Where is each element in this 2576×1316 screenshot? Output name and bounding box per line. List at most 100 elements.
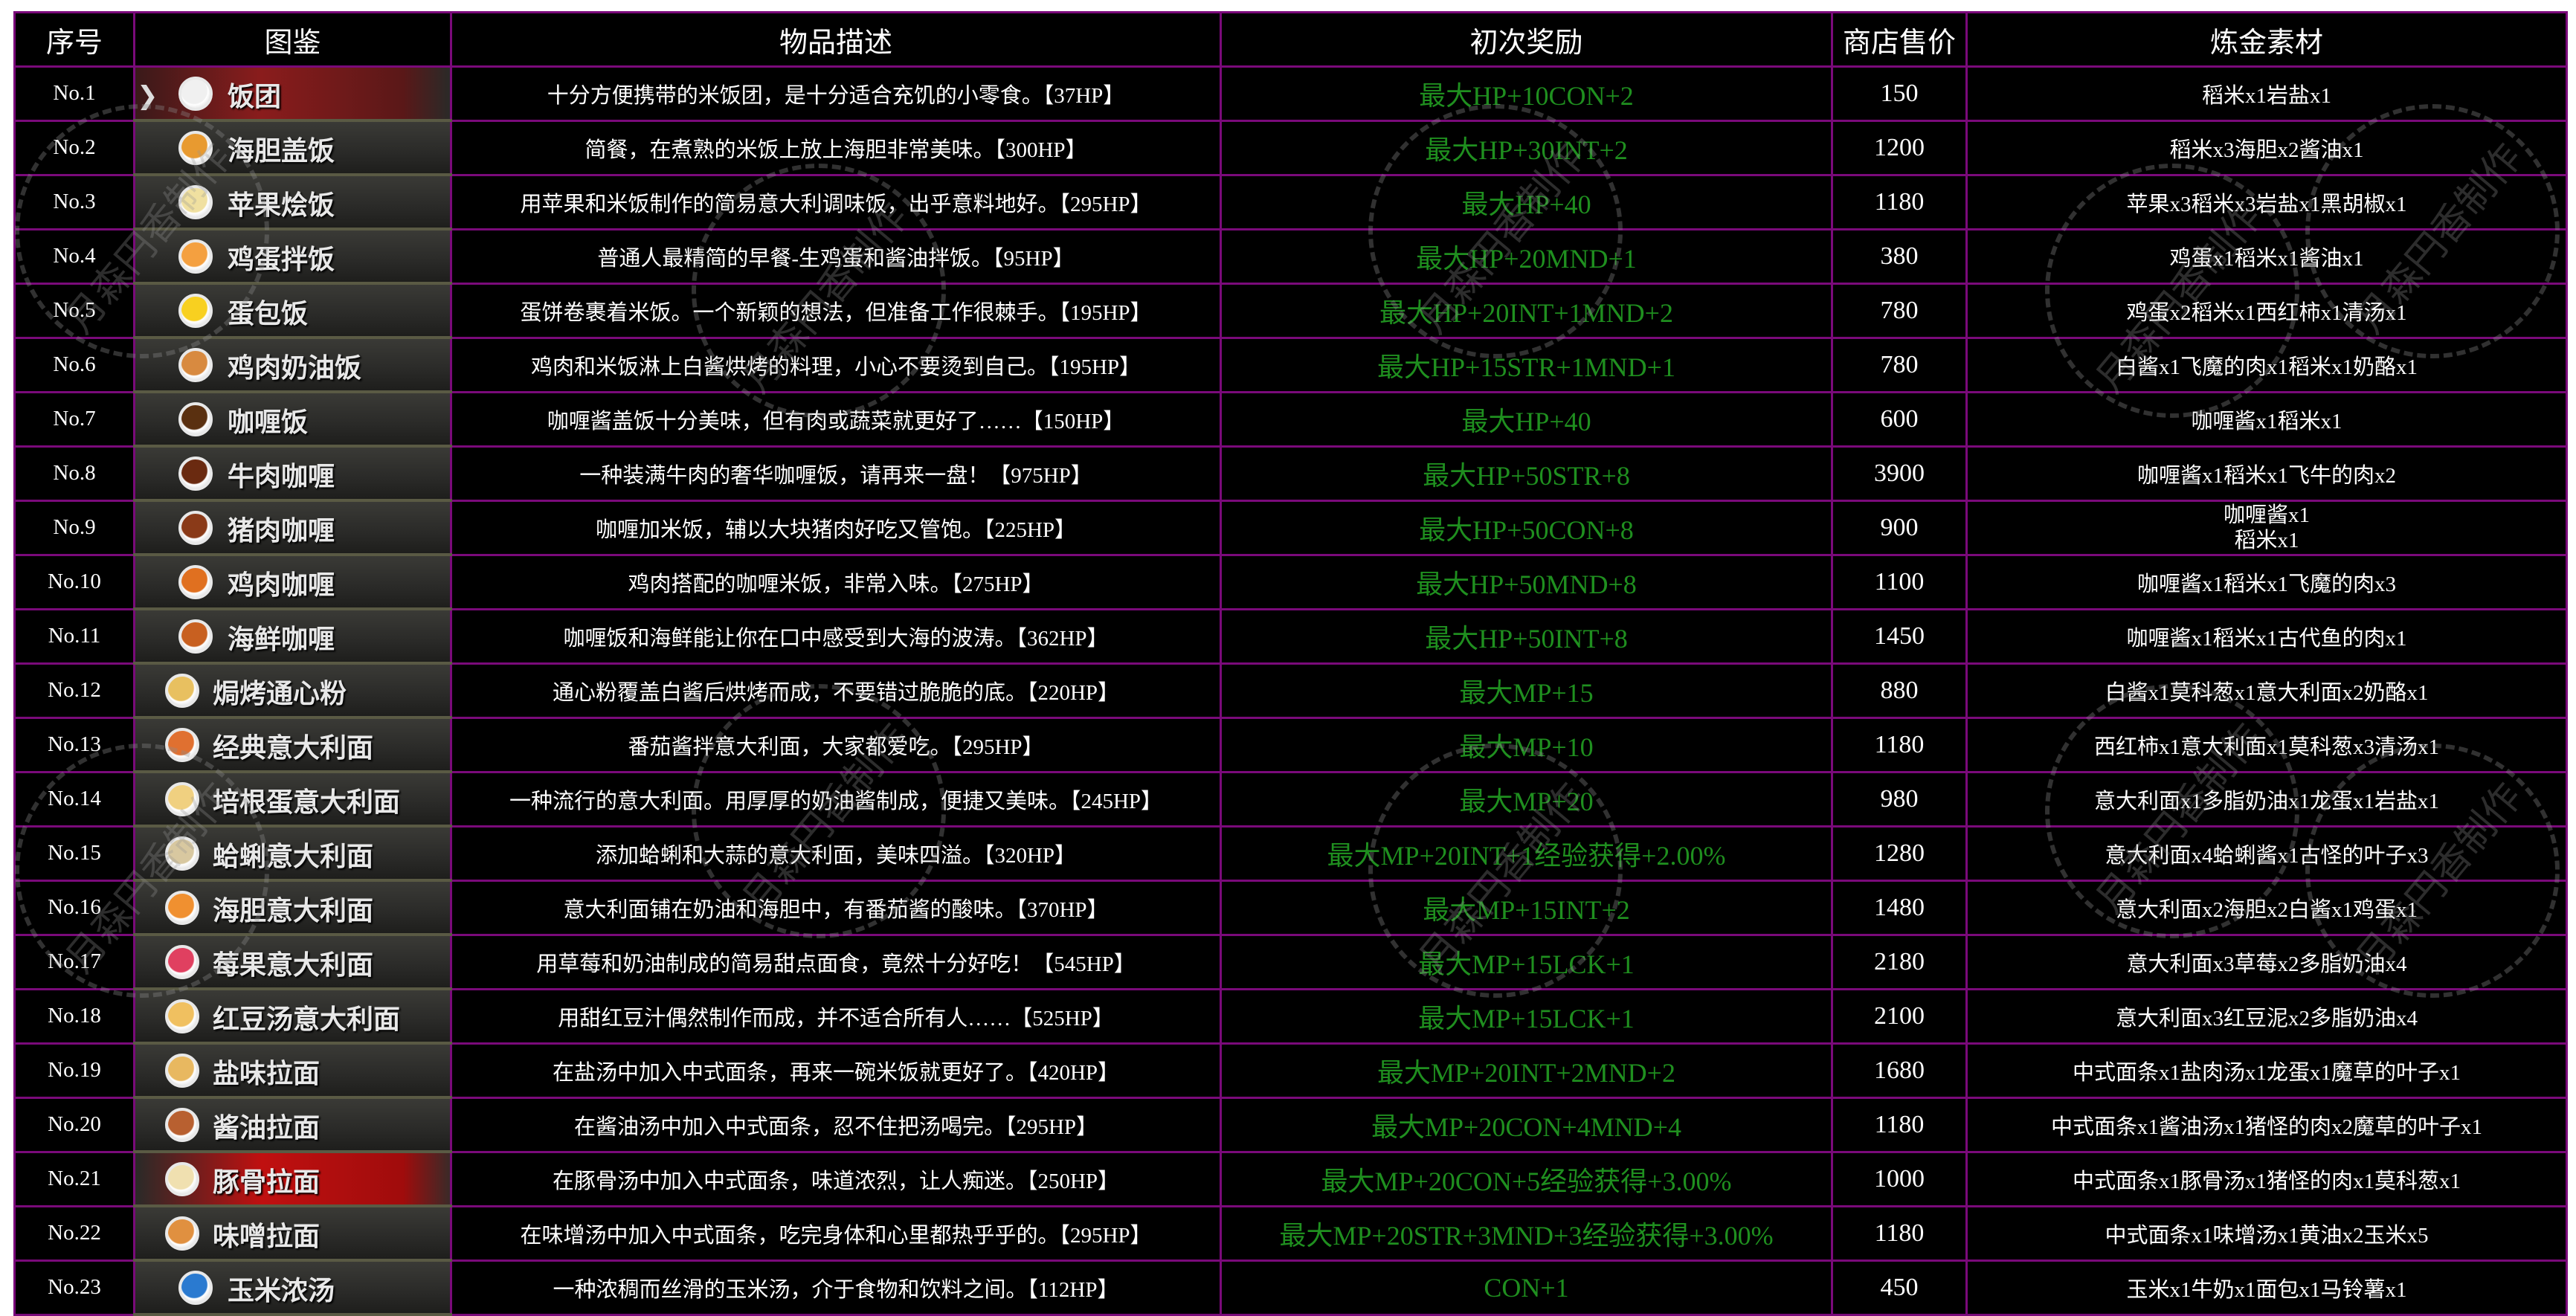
item-cell[interactable]: 鸡肉奶油饭 xyxy=(133,336,452,393)
item-cell[interactable]: 培根蛋意大利面 xyxy=(133,770,452,828)
row-number: No.6 xyxy=(13,336,135,393)
shop-price: 1450 xyxy=(1831,607,1968,665)
first-reward: 最大MP+20 xyxy=(1220,770,1833,828)
first-reward: CON+1 xyxy=(1220,1259,1833,1316)
materials: 玉米x1牛奶x1面包x1马铃薯x1 xyxy=(1965,1259,2568,1316)
item-cell[interactable]: 味噌拉面 xyxy=(133,1204,452,1262)
item-cell[interactable]: 鸡蛋拌饭 xyxy=(133,228,452,285)
shop-price: 1100 xyxy=(1831,553,1968,610)
item-cell[interactable]: 盐味拉面 xyxy=(133,1042,452,1099)
shop-price: 600 xyxy=(1831,390,1968,448)
shop-price: 1180 xyxy=(1831,1096,1968,1153)
row-number: No.7 xyxy=(13,390,135,448)
item-cell[interactable]: 经典意大利面 xyxy=(133,716,452,773)
item-name: 焗烤通心粉 xyxy=(213,679,347,709)
item-cell[interactable]: 牛肉咖喱 xyxy=(133,445,452,502)
table-row[interactable]: No.8 牛肉咖喱 一种装满牛肉的奢华咖喱饭，请再来一盘！【975HP】 最大HP+5… xyxy=(13,445,2568,502)
table-row[interactable]: No.7 咖喱饭 咖喱酱盖饭十分美味，但有肉或蔬菜就更好了……【150HP】 最大HP… xyxy=(13,390,2568,448)
table-row[interactable]: No.1 ❯ 饭团 十分方便携带的米饭团，是十分适合充饥的小零食。【37HP】 最大HP… xyxy=(13,65,2568,122)
item-cell[interactable]: 猪肉咖喱 xyxy=(133,499,452,556)
materials: 咖喱酱x1稻米x1 xyxy=(1965,390,2568,448)
shop-price: 1480 xyxy=(1831,879,1968,936)
materials: 鸡蛋x2稻米x1西红柿x1清汤x1 xyxy=(1965,282,2568,339)
row-number: No.23 xyxy=(13,1259,135,1316)
item-name: 玉米浓汤 xyxy=(228,1276,335,1306)
materials: 中式面条x1酱油汤x1猪怪的肉x2魔草的叶子x1 xyxy=(1965,1096,2568,1153)
item-cell[interactable]: 苹果烩饭 xyxy=(133,173,452,230)
first-reward: 最大MP+15 xyxy=(1220,662,1833,719)
table-row[interactable]: No.12 焗烤通心粉 通心粉覆盖白酱后烘烤而成，不要错过脆脆的底。【220HP】最… xyxy=(13,662,2568,719)
item-description: 鸡肉和米饭淋上白酱烘烤的料理，小心不要烫到自己。【195HP】 xyxy=(450,336,1222,393)
row-number: No.11 xyxy=(13,607,135,665)
table-row[interactable]: No.14 培根蛋意大利面 一种流行的意大利面。用厚厚的奶油酱制成，便捷又美味。【2… xyxy=(13,770,2568,828)
recipe-table: 序号 图鉴 物品描述 初次奖励 商店售价 炼金素材 No.1 ❯ 饭团 十分方便携带的… xyxy=(13,11,2568,1316)
row-number: No.22 xyxy=(13,1204,135,1262)
table-row[interactable]: No.19 盐味拉面 在盐汤中加入中式面条，再来一碗米饭就更好了。【420HP】 最大… xyxy=(13,1042,2568,1099)
material-line: 稻米x1 xyxy=(2234,528,2299,552)
table-row[interactable]: No.10 鸡肉咖喱 鸡肉搭配的咖喱米饭，非常入味。【275HP】 最大HP+50MN… xyxy=(13,553,2568,610)
first-reward: 最大MP+15LCK+1 xyxy=(1220,987,1833,1045)
item-name: 培根蛋意大利面 xyxy=(213,787,401,818)
item-cell[interactable]: 焗烤通心粉 xyxy=(133,662,452,719)
table-row[interactable]: No.2 海胆盖饭 简餐，在煮熟的米饭上放上海胆非常美味。【300HP】 最大HP+3… xyxy=(13,119,2568,176)
table-row[interactable]: No.21 豚骨拉面 在豚骨汤中加入中式面条，味道浓烈，让人痴迷。【250HP】 最大… xyxy=(13,1150,2568,1207)
item-description: 简餐，在煮熟的米饭上放上海胆非常美味。【300HP】 xyxy=(450,119,1222,176)
first-reward: 最大HP+40 xyxy=(1220,390,1833,448)
table-row[interactable]: No.16 海胆意大利面 意大利面铺在奶油和海胆中，有番茄酱的酸味。【370HP】最… xyxy=(13,879,2568,936)
shop-price: 1180 xyxy=(1831,1204,1968,1262)
table-row[interactable]: No.4 鸡蛋拌饭 普通人最精简的早餐-生鸡蛋和酱油拌饭。【95HP】 最大HP+20… xyxy=(13,228,2568,285)
item-name: 盐味拉面 xyxy=(213,1059,321,1089)
item-description: 鸡肉搭配的咖喱米饭，非常入味。【275HP】 xyxy=(450,553,1222,610)
table-row[interactable]: No.11 海鲜咖喱 咖喱饭和海鲜能让你在口中感受到大海的波涛。【362HP】 最大H… xyxy=(13,607,2568,665)
item-name: 猪肉咖喱 xyxy=(228,516,335,546)
item-cell[interactable]: 莓果意大利面 xyxy=(133,933,452,990)
item-cell[interactable]: 豚骨拉面 xyxy=(133,1150,452,1207)
table-row[interactable]: No.22 味噌拉面 在味增汤中加入中式面条，吃完身体和心里都热乎乎的。【295HP… xyxy=(13,1204,2568,1262)
item-name: 红豆汤意大利面 xyxy=(213,1004,401,1035)
table-row[interactable]: No.13 经典意大利面 番茄酱拌意大利面，大家都爱吃。【295HP】 最大MP+10… xyxy=(13,716,2568,773)
table-row[interactable]: No.15 蛤蜊意大利面 添加蛤蜊和大蒜的意大利面，美味四溢。【320HP】 最大MP… xyxy=(13,825,2568,882)
table-row[interactable]: No.18 红豆汤意大利面 用甜红豆汁偶然制作而成，并不适合所有人……【525HP】… xyxy=(13,987,2568,1045)
row-number: No.5 xyxy=(13,282,135,339)
item-cell[interactable]: ❯ 饭团 xyxy=(133,65,452,122)
item-cell[interactable]: 海鲜咖喱 xyxy=(133,607,452,665)
item-description: 意大利面铺在奶油和海胆中，有番茄酱的酸味。【370HP】 xyxy=(450,879,1222,936)
omelette-rice-icon xyxy=(178,294,213,328)
item-cell[interactable]: 酱油拉面 xyxy=(133,1096,452,1153)
table-row[interactable]: No.5 蛋包饭 蛋饼卷裹着米饭。一个新颖的想法，但准备工作很棘手。【195HP】最… xyxy=(13,282,2568,339)
shop-price: 1200 xyxy=(1831,119,1968,176)
table-row[interactable]: No.9 猪肉咖喱 咖喱加米饭，辅以大块猪肉好吃又管饱。【225HP】 最大HP+50… xyxy=(13,499,2568,556)
item-cell[interactable]: 蛤蜊意大利面 xyxy=(133,825,452,882)
item-description: 用草莓和奶油制成的简易甜点面食，竟然十分好吃！【545HP】 xyxy=(450,933,1222,990)
item-cell[interactable]: 咖喱饭 xyxy=(133,390,452,448)
table-row[interactable]: No.6 鸡肉奶油饭 鸡肉和米饭淋上白酱烘烤的料理，小心不要烫到自己。【195HP】… xyxy=(13,336,2568,393)
row-number: No.12 xyxy=(13,662,135,719)
table-row[interactable]: No.20 酱油拉面 在酱油汤中加入中式面条，忍不住把汤喝完。【295HP】 最大MP… xyxy=(13,1096,2568,1153)
first-reward: 最大MP+20STR+3MND+3经验获得+3.00% xyxy=(1220,1204,1833,1262)
shop-price: 780 xyxy=(1831,336,1968,393)
item-name: 蛤蜊意大利面 xyxy=(213,842,374,872)
item-cell[interactable]: 玉米浓汤 xyxy=(133,1259,452,1316)
item-name: 咖喱饭 xyxy=(228,407,309,438)
item-name: 饭团 xyxy=(228,82,282,112)
carbonara-icon xyxy=(165,782,199,816)
table-row[interactable]: No.23 玉米浓汤 一种浓稠而丝滑的玉米汤，介于食物和饮料之间。【112HP】 CO… xyxy=(13,1259,2568,1316)
item-cell[interactable]: 鸡肉咖喱 xyxy=(133,553,452,610)
first-reward: 最大MP+20INT+2MND+2 xyxy=(1220,1042,1833,1099)
item-name: 鸡肉咖喱 xyxy=(228,570,335,601)
shop-price: 380 xyxy=(1831,228,1968,285)
shop-price: 150 xyxy=(1831,65,1968,122)
item-cell[interactable]: 海胆意大利面 xyxy=(133,879,452,936)
table-row[interactable]: No.17 莓果意大利面 用草莓和奶油制成的简易甜点面食，竟然十分好吃！【545HP… xyxy=(13,933,2568,990)
item-cell[interactable]: 红豆汤意大利面 xyxy=(133,987,452,1045)
row-number: No.2 xyxy=(13,119,135,176)
table-row[interactable]: No.3 苹果烩饭 用苹果和米饭制作的简易意大利调味饭，出乎意料地好。【295HP】… xyxy=(13,173,2568,230)
item-name: 味噌拉面 xyxy=(213,1222,321,1252)
shop-price: 3900 xyxy=(1831,445,1968,502)
item-description: 用苹果和米饭制作的简易意大利调味饭，出乎意料地好。【295HP】 xyxy=(450,173,1222,230)
item-cell[interactable]: 海胆盖饭 xyxy=(133,119,452,176)
first-reward: 最大MP+15LCK+1 xyxy=(1220,933,1833,990)
item-cell[interactable]: 蛋包饭 xyxy=(133,282,452,339)
pork-curry-icon xyxy=(178,511,213,545)
